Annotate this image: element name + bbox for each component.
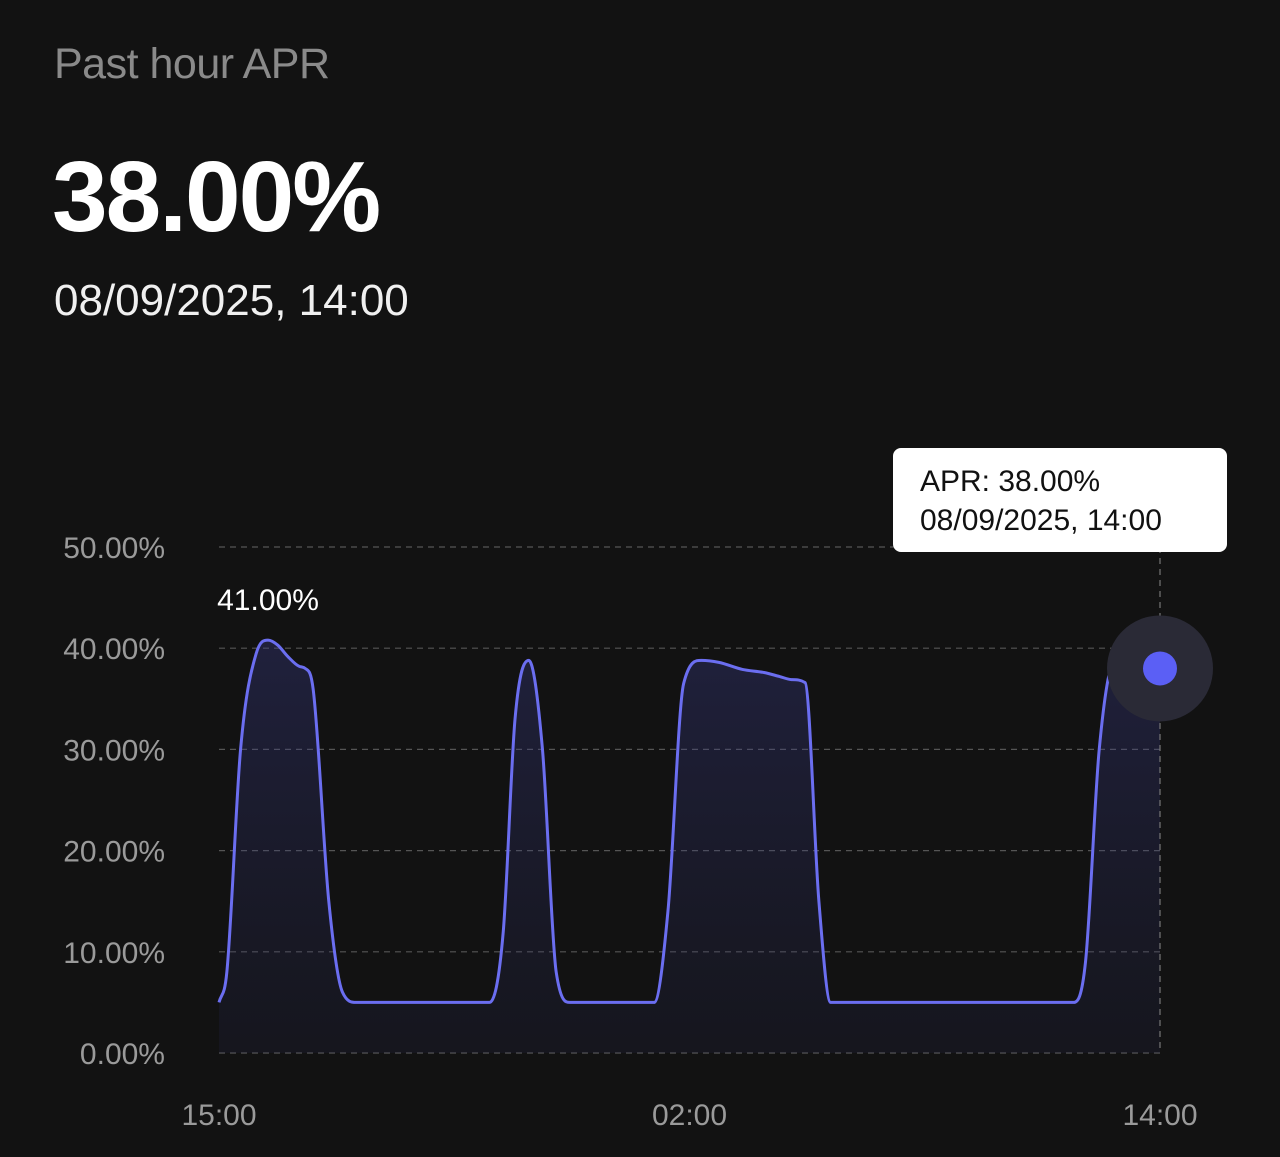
x-tick-label: 14:00 xyxy=(1122,1099,1197,1132)
chart-heading: Past hour APR xyxy=(54,40,330,88)
tooltip-apr: APR: 38.00% xyxy=(920,465,1101,498)
tooltip-date: 08/09/2025, 14:00 xyxy=(920,504,1162,537)
x-tick-label: 02:00 xyxy=(652,1099,727,1132)
x-axis-ticks: 15:00 02:00 14:00 xyxy=(181,1099,1197,1132)
y-tick-label: 20.00% xyxy=(63,836,165,869)
y-tick-label: 40.00% xyxy=(63,633,165,666)
current-apr-value: 38.00% xyxy=(52,141,381,253)
peak-value-label: 41.00% xyxy=(217,584,319,617)
current-apr-date: 08/09/2025, 14:00 xyxy=(54,276,409,325)
chart-tooltip: APR: 38.00% 08/09/2025, 14:00 xyxy=(893,448,1227,552)
apr-series-line[interactable] xyxy=(217,638,1161,1004)
highlight-point-marker[interactable] xyxy=(1143,651,1177,686)
y-axis-ticks: 0.00% 10.00% 20.00% 30.00% 40.00% 50.00% xyxy=(63,532,165,1071)
x-tick-label: 15:00 xyxy=(181,1099,256,1132)
y-tick-label: 10.00% xyxy=(63,937,165,970)
apr-area-fill xyxy=(219,640,1160,1053)
y-tick-label: 50.00% xyxy=(63,532,165,565)
y-tick-label: 30.00% xyxy=(63,734,165,767)
y-tick-label: 0.00% xyxy=(80,1038,165,1071)
